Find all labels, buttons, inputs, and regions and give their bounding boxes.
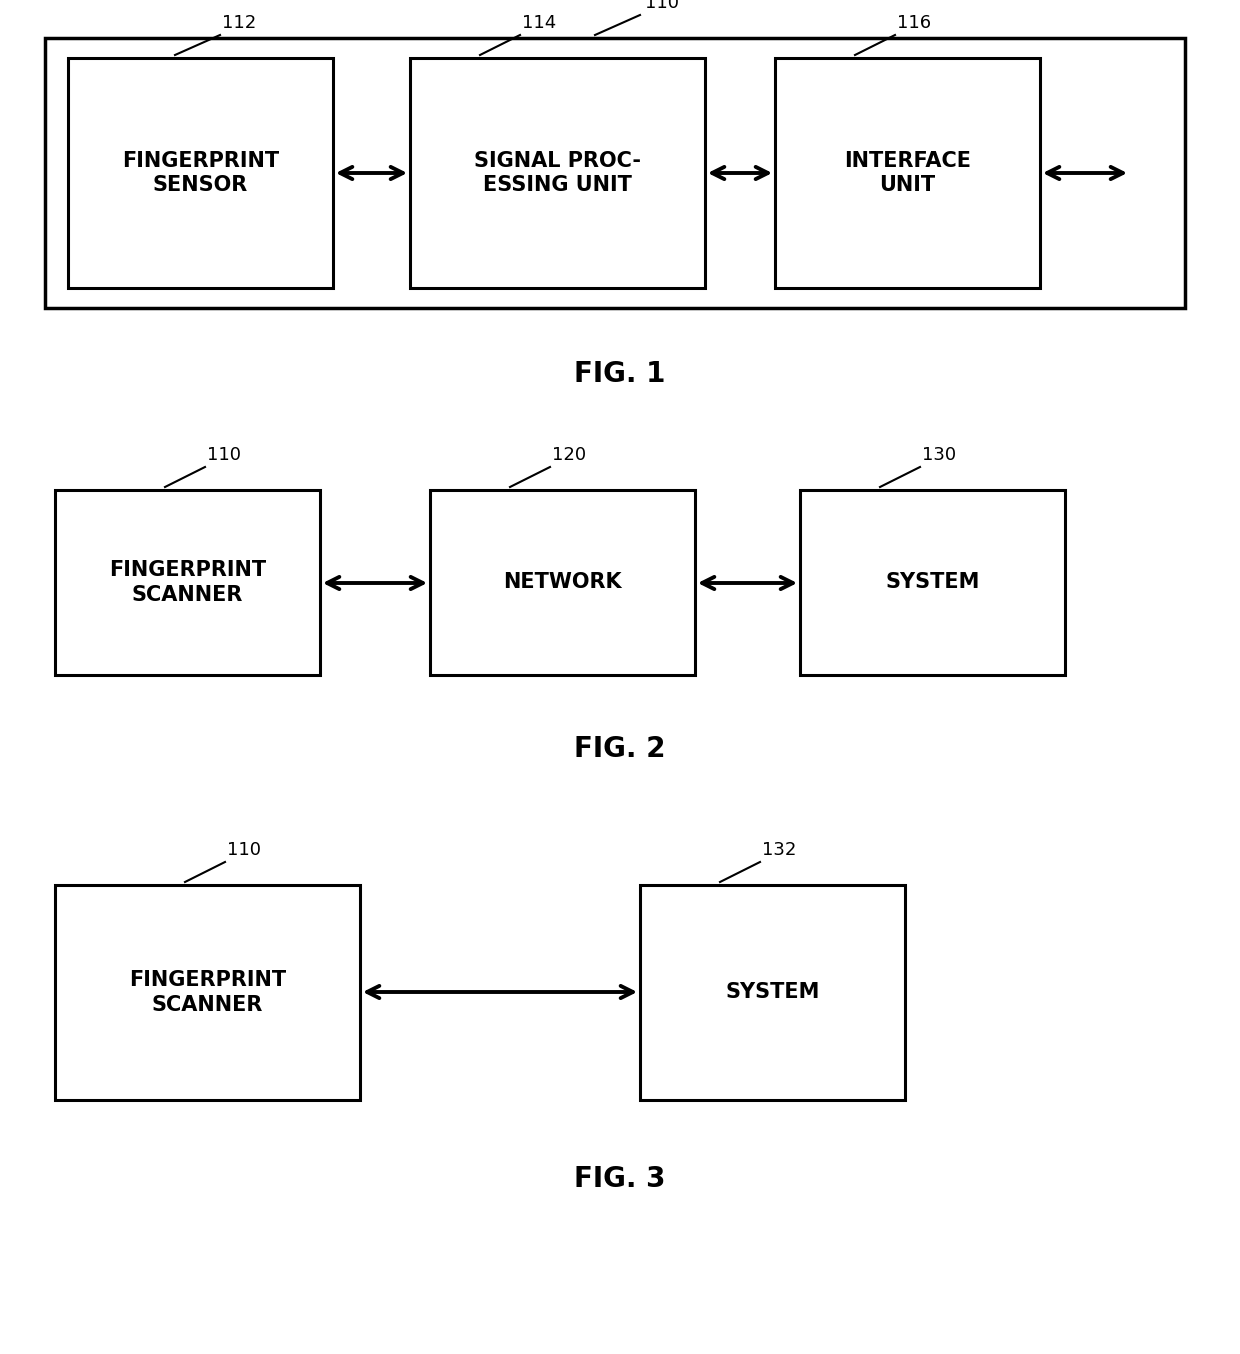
Bar [410, 58, 706, 288]
Text: 110: 110 [645, 0, 680, 12]
Bar [640, 886, 905, 1099]
Text: FIG. 2: FIG. 2 [574, 735, 666, 764]
Text: 132: 132 [763, 841, 796, 858]
Text: 130: 130 [923, 445, 956, 464]
Bar [430, 490, 694, 676]
Bar [55, 490, 320, 676]
Bar [800, 490, 1065, 676]
Text: 112: 112 [222, 14, 257, 32]
Bar [68, 58, 334, 288]
Text: 116: 116 [897, 14, 931, 32]
Text: 114: 114 [522, 14, 557, 32]
Bar [45, 38, 1185, 307]
Text: INTERFACE
UNIT: INTERFACE UNIT [844, 150, 971, 195]
Text: 110: 110 [207, 445, 241, 464]
Bar [55, 886, 360, 1099]
Text: FIG. 1: FIG. 1 [574, 360, 666, 389]
Text: SIGNAL PROC-
ESSING UNIT: SIGNAL PROC- ESSING UNIT [474, 150, 641, 195]
Text: 110: 110 [227, 841, 260, 858]
Text: FIG. 3: FIG. 3 [574, 1164, 666, 1193]
Text: NETWORK: NETWORK [503, 573, 621, 593]
Text: FINGERPRINT
SENSOR: FINGERPRINT SENSOR [122, 150, 279, 195]
Text: 120: 120 [552, 445, 587, 464]
Text: SYSTEM: SYSTEM [725, 983, 820, 1002]
Text: SYSTEM: SYSTEM [885, 573, 980, 593]
Text: FINGERPRINT
SCANNER: FINGERPRINT SCANNER [109, 561, 267, 605]
Bar [775, 58, 1040, 288]
Text: FINGERPRINT
SCANNER: FINGERPRINT SCANNER [129, 969, 286, 1016]
